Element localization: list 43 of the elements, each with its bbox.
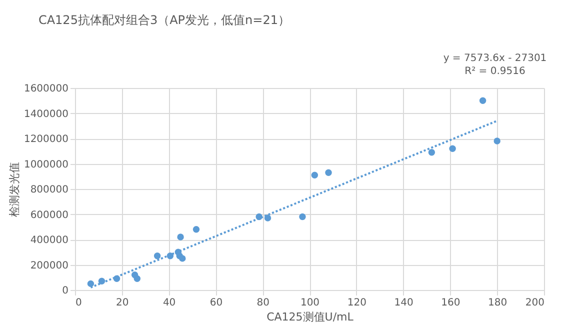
y-tick-label: 600000 <box>30 210 68 221</box>
x-tick-label: 20 <box>116 298 129 308</box>
point <box>479 97 486 104</box>
text: R² = 0.9516 <box>464 66 526 77</box>
x-tick-label: 80 <box>256 298 270 308</box>
x-tick-label: 200 <box>525 298 544 308</box>
point <box>256 213 262 220</box>
y-tick-label: 0 <box>62 286 68 296</box>
y-tick-label: 1200000 <box>24 134 68 145</box>
text: y = 7573.6x - 27301 <box>443 53 547 64</box>
y-tick-label: 1600000 <box>24 84 68 94</box>
point <box>166 252 174 260</box>
x-tick-label: 180 <box>488 298 508 308</box>
x-tick-label: 60 <box>210 298 223 308</box>
point <box>192 226 200 233</box>
point <box>325 169 332 176</box>
x-tick-label: 120 <box>347 298 366 308</box>
point <box>264 214 272 222</box>
x-axis-title: CA125测值U/mL <box>266 310 354 324</box>
y-tick-label: 1000000 <box>24 159 68 170</box>
y-tick-label: 400000 <box>30 235 68 246</box>
point <box>134 275 140 282</box>
point <box>299 213 306 220</box>
point <box>449 145 456 152</box>
chart-title: CA125抗体配对组合3（AP发光，低值n=21） <box>38 13 290 27</box>
point <box>113 275 120 282</box>
y-tick-label: 800000 <box>30 184 68 196</box>
point <box>98 278 106 285</box>
point <box>154 252 161 260</box>
point <box>494 138 500 144</box>
y-axis-title: 检测发光值 <box>8 162 21 217</box>
x-tick-label: 0 <box>76 298 82 308</box>
point <box>177 234 184 240</box>
y-tick-label: 200000 <box>30 260 68 272</box>
x-tick-label: 100 <box>300 298 320 308</box>
point <box>311 172 318 178</box>
point <box>428 149 436 156</box>
x-tick-label: 140 <box>394 298 414 308</box>
y-tick-label: 1400000 <box>24 108 68 120</box>
x-tick-label: 40 <box>162 298 176 308</box>
x-tick-label: 160 <box>441 298 460 308</box>
point <box>87 280 94 288</box>
point <box>179 255 186 262</box>
